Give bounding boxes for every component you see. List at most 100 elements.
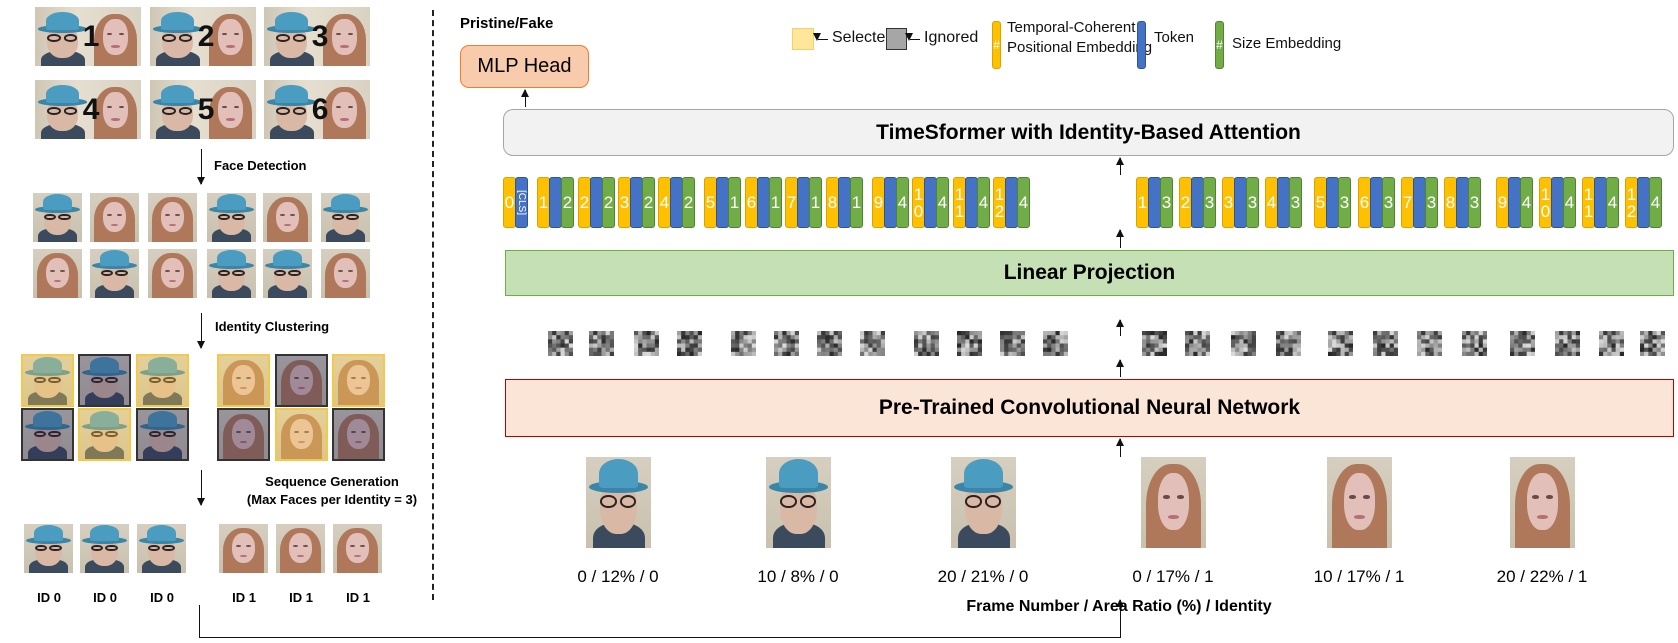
linear-projection-box: Linear Projection <box>505 250 1674 296</box>
size-embedding: 3 <box>1382 177 1395 228</box>
face-metadata-label: 0 / 12% / 0 <box>577 567 659 586</box>
legend-temporal-label-2: Positional Embedding <box>1007 39 1153 56</box>
feature-patch <box>1185 331 1210 356</box>
video-frame: 1 <box>35 7 141 66</box>
input-woman-face <box>1141 457 1206 548</box>
woman-face-image <box>276 524 325 573</box>
feature-patch <box>1231 331 1256 356</box>
size-embedding: 4 <box>1563 177 1576 228</box>
arrow-up-icon <box>1116 359 1124 377</box>
woman-face-image <box>321 249 370 298</box>
cluster-face-selected <box>136 354 189 407</box>
woman-face-image <box>33 249 82 298</box>
arrow-down-icon <box>197 470 205 506</box>
arrow-right-icon <box>813 33 828 41</box>
size-embedding: 1 <box>809 177 822 228</box>
frame-number: 4 <box>82 92 100 126</box>
size-embedding: 4 <box>1017 177 1030 228</box>
frame-number: 3 <box>311 19 329 53</box>
cls-token: [CLS] <box>515 177 528 228</box>
man-face-image <box>263 249 312 298</box>
frame-number: 5 <box>197 92 215 126</box>
feature-patch <box>1640 331 1665 356</box>
woman-face-image <box>219 524 268 573</box>
legend-token-pill <box>1137 21 1146 69</box>
feature-patch <box>1599 331 1624 356</box>
man-face-image <box>137 524 186 573</box>
face-metadata-label: 10 / 17% / 1 <box>1313 567 1405 586</box>
identity-label: ID 0 <box>150 590 174 605</box>
identity-label: ID 1 <box>232 590 256 605</box>
cluster-face-ignored <box>332 408 385 461</box>
caption: Frame Number / Area Ratio (%) / Identity <box>966 598 1272 615</box>
cluster-face-selected <box>275 408 328 461</box>
arrow-up-icon <box>1116 599 1124 638</box>
feature-patch <box>1373 331 1398 356</box>
cluster-face-ignored <box>78 354 131 407</box>
man-face-image <box>80 524 129 573</box>
man-face-image <box>207 249 256 298</box>
step-face-detection: Face Detection <box>214 158 307 173</box>
size-embedding: 3 <box>1338 177 1351 228</box>
arrow-down-icon <box>197 149 205 185</box>
legend-selected-swatch <box>792 28 814 50</box>
feature-patch <box>1276 331 1301 356</box>
size-embedding: 3 <box>1203 177 1216 228</box>
sequence-generation-note: (Max Faces per Identity = 3) <box>246 492 418 507</box>
size-embedding: 4 <box>896 177 909 228</box>
cluster-face-ignored <box>217 408 270 461</box>
arrow-down-icon <box>197 313 205 349</box>
arrow-up-icon <box>1116 157 1124 175</box>
frame-number: 1 <box>82 19 100 53</box>
woman-face-image <box>333 524 382 573</box>
size-embedding: 1 <box>850 177 863 228</box>
feature-patch <box>914 331 939 356</box>
woman-face-image <box>263 193 312 242</box>
feature-patch <box>634 331 659 356</box>
feature-patch <box>589 331 614 356</box>
face-metadata-label: 20 / 21% / 0 <box>937 567 1029 586</box>
arrow-right-icon <box>905 33 920 41</box>
arrow-up-icon <box>1116 438 1124 457</box>
woman-face-image <box>148 193 197 242</box>
size-embedding: 4 <box>936 177 949 228</box>
step-identity-clustering: Identity Clustering <box>215 319 330 334</box>
cluster-face-ignored <box>21 408 74 461</box>
input-man-face <box>766 457 831 548</box>
legend-temporal-pill: # <box>992 21 1001 69</box>
woman-face-image <box>148 249 197 298</box>
man-face-image <box>33 193 82 242</box>
identity-label: ID 0 <box>37 590 61 605</box>
feature-patch <box>1328 331 1353 356</box>
input-man-face <box>586 457 651 548</box>
face-metadata-label: 10 / 8% / 0 <box>757 567 839 586</box>
panel-divider <box>432 10 434 600</box>
size-embedding: 3 <box>1289 177 1302 228</box>
face-metadata-label: 0 / 17% / 1 <box>1132 567 1214 586</box>
feature-patch <box>1555 331 1580 356</box>
size-embedding: 2 <box>561 177 574 228</box>
identity-label: ID 1 <box>289 590 313 605</box>
size-embedding: 1 <box>728 177 741 228</box>
feature-patch <box>860 331 885 356</box>
legend-ignored-swatch <box>886 28 907 50</box>
size-embedding: 3 <box>1160 177 1173 228</box>
legend-token-label: Token <box>1154 29 1195 46</box>
size-embedding: 4 <box>1606 177 1619 228</box>
feature-patch <box>548 331 573 356</box>
cluster-face-selected <box>21 354 74 407</box>
size-embedding: 3 <box>1425 177 1438 228</box>
step-sequence-generation: Sequence Generation <box>265 474 399 489</box>
man-face-image <box>207 193 256 242</box>
arrow-up-icon <box>521 89 529 107</box>
legend-selected-label: Selected <box>832 29 895 46</box>
input-woman-face <box>1327 457 1392 548</box>
man-face-image <box>90 249 139 298</box>
woman-face-image <box>90 193 139 242</box>
cluster-face-ignored <box>275 354 328 407</box>
output-label: Pristine/Fake <box>460 15 554 32</box>
frame-number: 6 <box>311 92 329 126</box>
